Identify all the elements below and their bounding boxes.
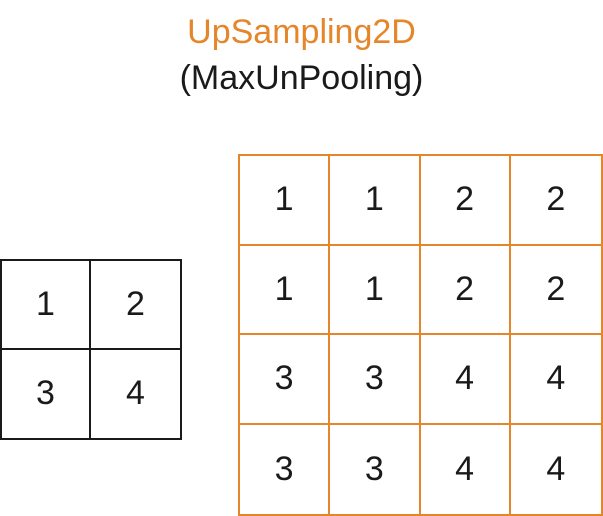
input-cell: 3 xyxy=(2,349,91,438)
output-cell: 3 xyxy=(330,424,421,514)
diagram-subtitle: (MaxUnPooling) xyxy=(179,59,424,97)
output-cell: 1 xyxy=(240,156,331,246)
output-cell: 4 xyxy=(421,424,511,514)
output-cell: 4 xyxy=(546,449,566,488)
output-cell: 1 xyxy=(330,245,421,335)
output-cell: 4 xyxy=(420,335,511,425)
output-cell: 3 xyxy=(330,335,421,425)
output-cell: 1 xyxy=(330,156,421,246)
output-cell: 2 xyxy=(510,156,601,246)
input-cell: 4 xyxy=(126,374,145,413)
input-cell: 2 xyxy=(91,261,180,350)
output-grid: 1 1 2 2 1 1 2 2 3 3 4 4 3 3 4 4 xyxy=(238,154,603,516)
output-cell: 1 xyxy=(240,245,331,335)
diagram-title: UpSampling2D xyxy=(187,13,416,51)
input-cell: 1 xyxy=(2,261,91,350)
output-cell: 3 xyxy=(240,335,331,425)
input-grid: 1 2 3 4 xyxy=(0,259,182,440)
output-cell: 4 xyxy=(510,335,601,425)
output-cell: 2 xyxy=(420,245,511,335)
output-cell: 2 xyxy=(420,156,511,246)
output-cell: 3 xyxy=(240,424,331,514)
output-cell: 2 xyxy=(510,246,601,335)
